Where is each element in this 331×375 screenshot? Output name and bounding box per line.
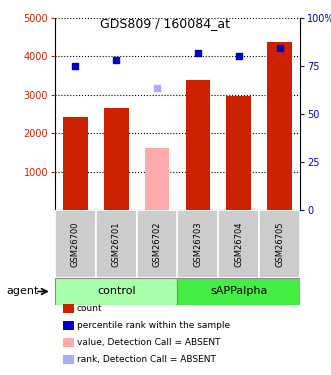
Text: rank, Detection Call = ABSENT: rank, Detection Call = ABSENT xyxy=(77,355,216,364)
Point xyxy=(155,85,160,91)
Bar xyxy=(63,117,88,210)
Bar xyxy=(259,210,300,278)
Text: GSM26701: GSM26701 xyxy=(112,221,121,267)
Bar xyxy=(186,80,210,210)
Bar xyxy=(177,210,218,278)
Point xyxy=(195,50,201,56)
Text: GSM26702: GSM26702 xyxy=(153,221,162,267)
Point xyxy=(73,63,78,69)
Bar xyxy=(96,210,137,278)
Text: GSM26704: GSM26704 xyxy=(234,221,243,267)
Text: GDS809 / 160084_at: GDS809 / 160084_at xyxy=(101,17,230,30)
Text: value, Detection Call = ABSENT: value, Detection Call = ABSENT xyxy=(77,338,220,347)
Text: GSM26705: GSM26705 xyxy=(275,221,284,267)
Bar xyxy=(137,210,177,278)
Bar xyxy=(226,96,251,210)
Bar xyxy=(55,278,177,305)
Bar xyxy=(218,210,259,278)
Point xyxy=(114,57,119,63)
Text: control: control xyxy=(97,286,136,297)
Bar xyxy=(145,148,169,210)
Bar xyxy=(104,108,128,210)
Bar xyxy=(55,210,96,278)
Text: agent: agent xyxy=(7,286,39,297)
Text: count: count xyxy=(77,304,103,313)
Text: percentile rank within the sample: percentile rank within the sample xyxy=(77,321,230,330)
Bar xyxy=(177,278,300,305)
Text: sAPPalpha: sAPPalpha xyxy=(210,286,267,297)
Text: GSM26703: GSM26703 xyxy=(193,221,203,267)
Point xyxy=(277,45,282,51)
Text: GSM26700: GSM26700 xyxy=(71,221,80,267)
Point xyxy=(236,53,241,59)
Bar xyxy=(267,42,292,210)
